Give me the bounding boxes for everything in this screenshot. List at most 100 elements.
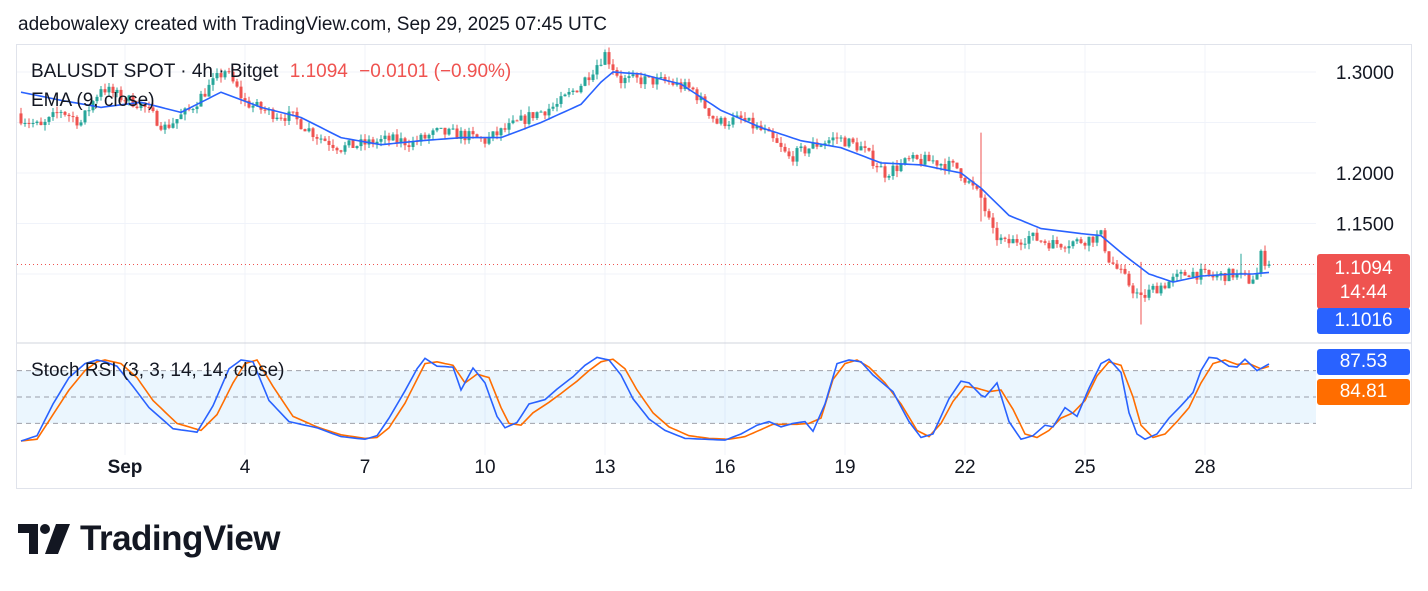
candle-body [359, 139, 363, 147]
candle-body [155, 110, 159, 126]
candle-body [259, 101, 263, 110]
candle-body [627, 76, 631, 78]
candle-body [531, 112, 535, 119]
axis-layer: 1.3000 1.2000 1.1500 Sep 4 7 10 13 16 19 22 25 28 [108, 63, 1394, 478]
candle-body [1059, 244, 1063, 248]
candle-body [587, 77, 591, 81]
candle-body [1223, 273, 1227, 282]
candle-body [635, 74, 639, 78]
candle-body [1147, 289, 1151, 298]
candle-body [983, 197, 987, 212]
candle-body [467, 131, 471, 141]
candle-body [795, 148, 799, 162]
candle-body [831, 137, 835, 141]
candle-body [1079, 239, 1083, 243]
candle-body [907, 158, 911, 160]
candle-body [687, 82, 691, 88]
candle-body [135, 106, 139, 109]
candle-body [1023, 243, 1027, 245]
candle-body [475, 134, 479, 138]
candle-body [1231, 268, 1235, 278]
candle-body [419, 134, 423, 142]
candle-body [423, 134, 427, 139]
candle-body [979, 188, 983, 198]
candle-body [103, 89, 107, 93]
candle-body [1263, 250, 1267, 266]
candle-body [991, 217, 995, 228]
candle-body [243, 98, 247, 101]
time-axis-label: 7 [360, 457, 371, 478]
tradingview-logo[interactable]: TradingView [18, 519, 281, 559]
candle-body [623, 77, 627, 84]
candle-body [1155, 285, 1159, 294]
stoch-k-tag: 87.53 [1317, 349, 1410, 375]
candle-body [179, 114, 183, 120]
candle-body [931, 160, 935, 162]
candle-layer [19, 47, 1271, 325]
candle-body [443, 127, 447, 135]
candle-body [543, 111, 547, 116]
candle-body [703, 96, 707, 109]
candle-body [879, 166, 883, 168]
candle-body [643, 76, 647, 85]
candle-body [911, 155, 915, 159]
candle-body [971, 181, 975, 186]
candle-body [1251, 279, 1255, 284]
candle-body [311, 128, 315, 138]
time-axis-label: 22 [954, 457, 975, 478]
candle-body [483, 138, 487, 144]
candle-body [555, 103, 559, 107]
time-axis-label: Sep [108, 457, 143, 478]
candle-body [915, 155, 919, 159]
candle-body [1203, 268, 1207, 270]
candle-body [491, 131, 495, 137]
candle-body [723, 117, 727, 127]
candle-body [151, 107, 155, 111]
candle-body [515, 120, 519, 122]
candle-body [1007, 238, 1011, 244]
candle-body [551, 106, 555, 109]
candle-body [599, 64, 603, 66]
candle-body [383, 135, 387, 140]
time-axis-label: 4 [240, 457, 251, 478]
candle-body [1247, 274, 1251, 284]
candle-body [1003, 237, 1007, 239]
candle-body [1075, 239, 1079, 242]
candle-body [459, 130, 463, 139]
stoch-legend[interactable]: Stoch RSI (3, 3, 14, 14, close) [31, 360, 285, 381]
grid-layer [17, 45, 1411, 455]
candle-body [1215, 275, 1219, 278]
candle-body [715, 118, 719, 124]
candle-body [163, 124, 167, 130]
candle-body [903, 158, 907, 164]
candle-body [1167, 281, 1171, 289]
candle-body [1259, 250, 1263, 274]
candle-body [119, 89, 123, 101]
ema-legend[interactable]: EMA (9, close) [31, 90, 155, 111]
candle-body [523, 115, 527, 124]
candle-body [1087, 236, 1091, 246]
ema-line [20, 71, 1270, 283]
candle-body [519, 115, 523, 121]
candle-body [95, 96, 99, 102]
candle-body [1103, 230, 1107, 252]
candle-body [71, 116, 75, 118]
candle-body [343, 145, 347, 152]
candle-body [855, 142, 859, 151]
candle-body [43, 121, 47, 126]
candle-body [55, 112, 59, 114]
stoch-d-line [20, 358, 1270, 442]
candle-body [375, 141, 379, 145]
symbol-label[interactable]: BALUSDT SPOT · 4h · Bitget [31, 61, 279, 82]
candle-body [1015, 239, 1019, 243]
candle-body [79, 122, 83, 126]
candle-body [947, 160, 951, 171]
candle-body [275, 117, 279, 119]
candle-body [167, 124, 171, 128]
legend-change: −0.0101 (−0.90%) [359, 61, 512, 82]
candle-body [1123, 268, 1127, 274]
candle-body [471, 131, 475, 135]
candle-body [487, 136, 491, 144]
candle-body [603, 52, 607, 65]
